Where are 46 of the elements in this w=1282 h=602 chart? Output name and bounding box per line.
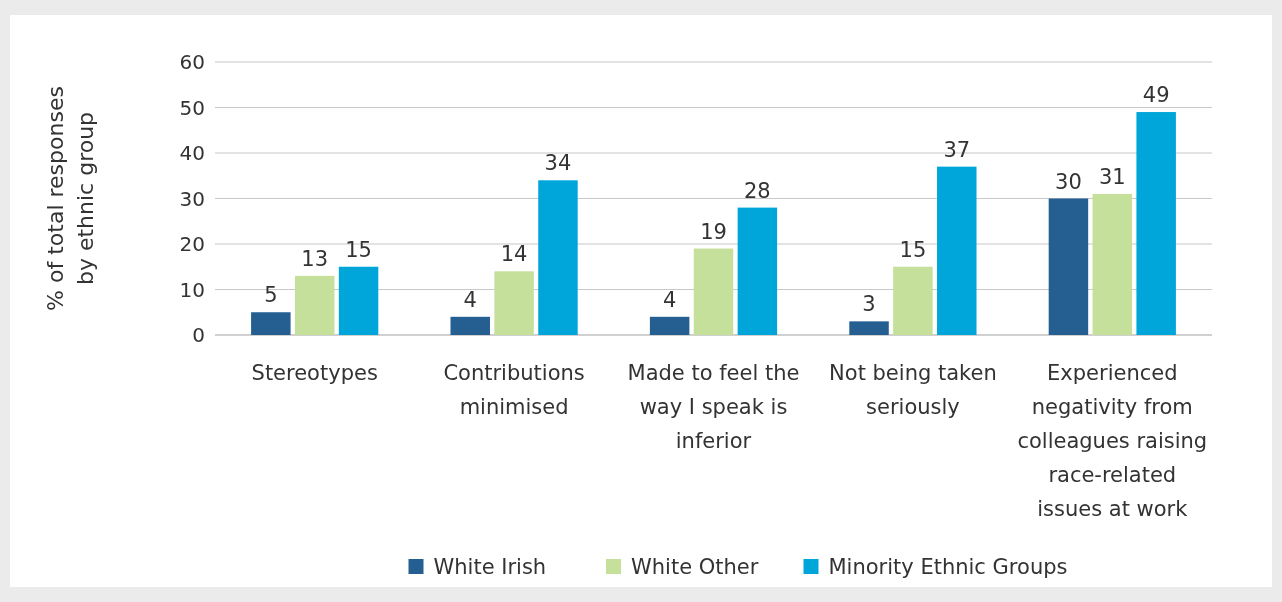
- y-axis-title: % of total responses by ethnic group: [43, 86, 98, 311]
- data-label: 37: [943, 137, 971, 162]
- bar: [1092, 193, 1133, 335]
- bar: [737, 207, 778, 335]
- data-label: 15: [899, 237, 927, 262]
- y-tick-label: 50: [179, 95, 205, 120]
- y-tick-label: 40: [179, 141, 205, 165]
- bar: [294, 275, 335, 335]
- data-label: 34: [544, 151, 572, 176]
- bar: [693, 248, 734, 335]
- bar: [338, 266, 379, 335]
- data-label: 15: [345, 237, 372, 262]
- bar: [538, 180, 578, 335]
- y-tick-label: 60: [179, 50, 205, 74]
- x-tick-label: Stereotypes: [251, 361, 378, 385]
- bar: [1048, 198, 1089, 335]
- legend-label: White Other: [631, 555, 759, 580]
- legend-label: White Irish: [433, 555, 547, 580]
- bar: [450, 316, 490, 335]
- bar: [937, 166, 977, 335]
- y-tick-label: 0: [192, 323, 205, 347]
- bar: [251, 312, 291, 335]
- data-label: 4: [463, 287, 477, 312]
- x-tick-label: Made to feel the way I speak is inferior: [627, 361, 800, 453]
- data-label: 19: [700, 219, 727, 244]
- y-tick-label: 30: [179, 186, 205, 211]
- data-label: 30: [1055, 169, 1082, 194]
- data-label: 49: [1142, 83, 1170, 108]
- data-label: 28: [744, 178, 771, 203]
- legend-label: Minority Ethnic Groups: [828, 555, 1068, 580]
- data-label: 13: [301, 246, 329, 271]
- bar: [649, 316, 690, 335]
- data-label: 5: [264, 283, 278, 308]
- data-label: 3: [862, 292, 876, 317]
- data-label: 4: [662, 287, 677, 312]
- bar: [494, 271, 534, 335]
- data-label: 31: [1098, 164, 1126, 189]
- y-tick-label: 10: [179, 277, 205, 302]
- x-tick-label: Experienced negativity from colleagues raising race-related issues at work: [1017, 361, 1208, 521]
- x-tick-label: Not being taken seriously: [829, 361, 997, 419]
- bar: [849, 321, 889, 335]
- data-label: 14: [500, 242, 528, 267]
- bar: [893, 266, 933, 335]
- y-tick-label: 20: [179, 232, 205, 256]
- x-tick-label: Contributions minimised: [443, 361, 585, 419]
- bar: [1136, 112, 1176, 335]
